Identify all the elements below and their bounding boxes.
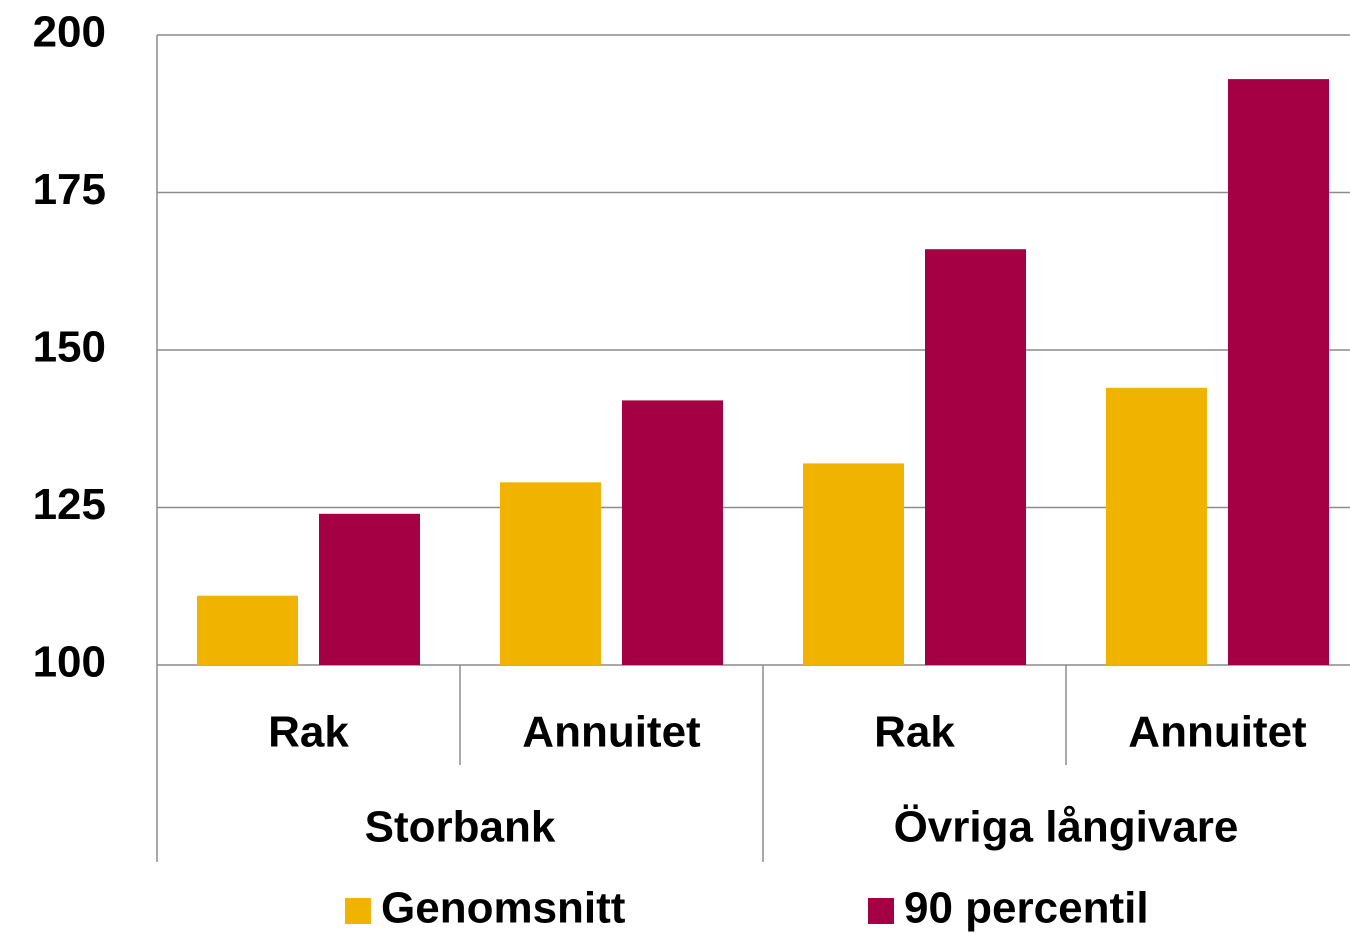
x-tick-label: Rak: [874, 708, 955, 757]
legend-swatch: [345, 898, 371, 924]
bar: [925, 249, 1026, 665]
y-tick-label: 150: [33, 323, 106, 372]
bar: [1106, 387, 1207, 665]
y-tick-label: 175: [33, 165, 106, 214]
bar: [622, 400, 723, 665]
bar: [500, 482, 601, 665]
bar: [197, 595, 298, 665]
bar: [319, 513, 420, 665]
x-tick-label: Annuitet: [522, 708, 701, 757]
group-label: Övriga långivare: [894, 803, 1239, 852]
legend-swatch: [868, 898, 894, 924]
legend-label: 90 percentil: [904, 884, 1149, 933]
bar: [803, 463, 904, 665]
legend-label: Genomsnitt: [381, 884, 626, 933]
y-tick-label: 100: [33, 638, 106, 687]
x-tick-label: Rak: [268, 708, 349, 757]
y-tick-label: 200: [33, 8, 106, 57]
y-tick-label: 125: [33, 480, 106, 529]
x-tick-label: Annuitet: [1128, 708, 1307, 757]
bar: [1228, 79, 1329, 666]
group-label: Storbank: [365, 803, 556, 852]
